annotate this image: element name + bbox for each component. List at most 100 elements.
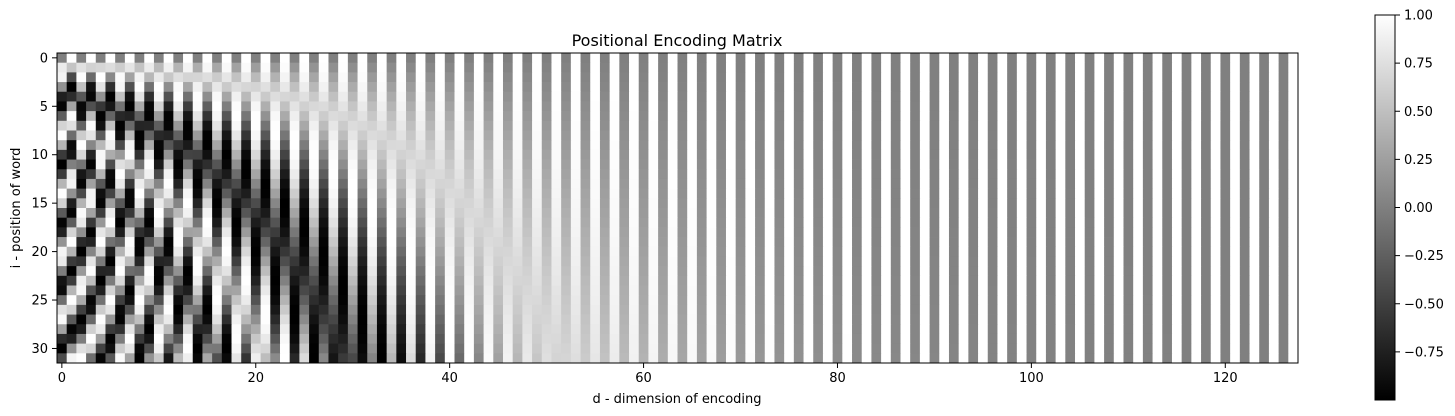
heatmap-cell	[522, 246, 533, 257]
y-tick-label: 30	[31, 342, 48, 357]
heatmap-cell	[900, 149, 911, 160]
heatmap-cell	[338, 324, 349, 335]
heatmap-cell	[183, 178, 194, 190]
heatmap-cell	[987, 111, 998, 122]
heatmap-cell	[464, 275, 475, 286]
heatmap-cell	[279, 120, 291, 131]
heatmap-cell	[415, 62, 426, 73]
heatmap-cell	[764, 82, 775, 93]
heatmap-cell	[338, 343, 349, 354]
heatmap-cell	[842, 256, 853, 267]
heatmap-cell	[745, 53, 756, 64]
heatmap-cell	[435, 120, 446, 131]
heatmap-cell	[1171, 237, 1183, 248]
heatmap-cell	[1181, 217, 1192, 228]
heatmap-cell	[629, 198, 640, 209]
heatmap-cell	[648, 111, 659, 122]
heatmap-cell	[658, 149, 669, 160]
heatmap-cell	[1152, 111, 1163, 122]
heatmap-cell	[677, 217, 688, 228]
heatmap-cell	[803, 256, 814, 267]
heatmap-cell	[677, 140, 688, 151]
heatmap-cell	[881, 266, 892, 277]
heatmap-cell	[696, 111, 707, 122]
heatmap-cell	[483, 169, 494, 180]
heatmap-cell	[842, 266, 853, 277]
heatmap-cell	[183, 237, 194, 248]
heatmap-cell	[1055, 159, 1066, 170]
heatmap-cell	[1094, 237, 1105, 248]
heatmap-cell	[919, 266, 930, 277]
heatmap-cell	[522, 149, 533, 160]
heatmap-cell	[66, 314, 77, 325]
heatmap-cell	[376, 256, 388, 267]
heatmap-cell	[725, 91, 737, 102]
heatmap-cell	[183, 324, 194, 335]
heatmap-cell	[687, 72, 698, 83]
heatmap-cell	[279, 130, 291, 141]
heatmap-cell	[881, 324, 892, 335]
heatmap-cell	[347, 275, 358, 286]
heatmap-cell	[1288, 266, 1299, 277]
heatmap-cell	[638, 53, 649, 64]
heatmap-cell	[541, 120, 552, 131]
heatmap-cell	[1065, 217, 1076, 228]
heatmap-cell	[483, 111, 494, 122]
heatmap-cell	[580, 62, 591, 73]
heatmap-cell	[338, 82, 349, 93]
heatmap-cell	[648, 237, 659, 248]
heatmap-cell	[221, 82, 232, 93]
heatmap-cell	[183, 333, 194, 345]
heatmap-cell	[144, 101, 155, 112]
heatmap-cell	[454, 188, 465, 199]
heatmap-cell	[803, 237, 814, 248]
heatmap-cell	[76, 304, 87, 315]
heatmap-cell	[958, 140, 969, 151]
heatmap-cell	[677, 324, 688, 335]
heatmap-cell	[454, 140, 465, 151]
heatmap-cell	[493, 72, 504, 83]
heatmap-cell	[163, 266, 174, 277]
heatmap-cell	[1239, 246, 1250, 257]
heatmap-cell	[532, 285, 543, 296]
heatmap-cell	[183, 72, 194, 83]
heatmap-cell	[541, 169, 552, 180]
heatmap-cell	[813, 53, 824, 64]
heatmap-cell	[221, 246, 232, 257]
heatmap-cell	[871, 208, 882, 219]
heatmap-cell	[1152, 304, 1163, 315]
heatmap-cell	[881, 208, 892, 219]
heatmap-cell	[493, 62, 504, 73]
heatmap-cell	[599, 227, 611, 238]
heatmap-cell	[629, 304, 640, 315]
heatmap-cell	[1084, 275, 1095, 286]
heatmap-cell	[1075, 275, 1086, 286]
heatmap-cell	[881, 53, 892, 64]
heatmap-cell	[1152, 208, 1163, 219]
heatmap-cell	[842, 82, 853, 93]
heatmap-cell	[386, 256, 397, 267]
heatmap-cell	[667, 275, 678, 286]
heatmap-cell	[1181, 285, 1192, 296]
heatmap-cell	[832, 101, 843, 112]
heatmap-cell	[1007, 314, 1018, 325]
heatmap-cell	[929, 275, 940, 286]
heatmap-cell	[512, 53, 523, 64]
heatmap-cell	[745, 227, 756, 238]
heatmap-cell	[163, 111, 174, 122]
heatmap-cell	[852, 62, 863, 73]
heatmap-cell	[115, 324, 126, 335]
heatmap-cell	[687, 169, 698, 180]
heatmap-cell	[793, 256, 804, 267]
heatmap-cell	[192, 111, 203, 122]
heatmap-cell	[212, 82, 223, 93]
heatmap-cell	[415, 285, 426, 296]
heatmap-cell	[1249, 178, 1260, 190]
heatmap-cell	[105, 178, 116, 190]
heatmap-cell	[735, 295, 746, 306]
heatmap-cell	[357, 227, 368, 238]
heatmap-cell	[1084, 140, 1095, 151]
heatmap-cell	[493, 353, 504, 364]
heatmap-cell	[493, 237, 504, 248]
heatmap-cell	[716, 198, 727, 209]
